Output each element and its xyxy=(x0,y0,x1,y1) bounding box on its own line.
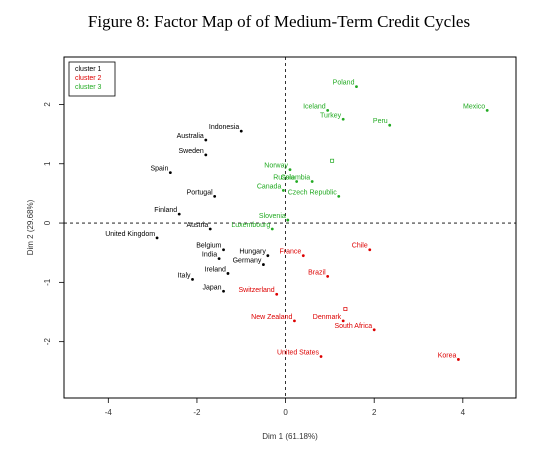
legend-entry: cluster 3 xyxy=(75,84,102,91)
point-label: Switzerland xyxy=(239,287,275,294)
point-label: Canada xyxy=(257,183,282,190)
data-point xyxy=(310,180,314,183)
data-point xyxy=(355,85,358,89)
point-label: India xyxy=(202,252,217,259)
point-label: Portugal xyxy=(187,189,214,196)
y-axis-title: Dim 2 (29.68%) xyxy=(26,199,35,255)
data-point xyxy=(275,292,279,296)
data-point xyxy=(281,189,285,192)
legend-box xyxy=(68,61,116,97)
x-axis-title: Dim 1 (61.18%) xyxy=(262,432,318,441)
data-point xyxy=(270,227,274,231)
data-point xyxy=(204,153,208,157)
data-point xyxy=(177,212,181,216)
point-label: Hungary xyxy=(239,249,266,256)
point-label: Belgium xyxy=(196,243,221,250)
point-label: Korea xyxy=(438,352,457,359)
data-point xyxy=(456,358,460,361)
data-point xyxy=(226,272,230,275)
data-point xyxy=(262,263,265,266)
x-tick-label: -2 xyxy=(193,408,201,417)
data-point xyxy=(266,254,270,258)
point-label: Brazil xyxy=(308,269,326,276)
data-point xyxy=(372,328,376,332)
point-label: Italy xyxy=(178,272,191,279)
point-label: Poland xyxy=(333,80,355,87)
data-point xyxy=(368,248,372,252)
data-point-square xyxy=(343,307,348,311)
point-label: Colombia xyxy=(281,175,311,182)
point-label: Ireland xyxy=(205,266,227,273)
point-label: Denmark xyxy=(313,314,342,321)
point-label: Mexico xyxy=(463,103,485,110)
data-point xyxy=(295,180,299,183)
data-point xyxy=(155,236,159,240)
data-point-square xyxy=(330,158,335,163)
point-label: Czech Republic xyxy=(288,189,338,196)
point-label: South Africa xyxy=(334,323,372,330)
x-tick-label: 4 xyxy=(461,408,466,417)
point-label: Indonesia xyxy=(209,124,239,131)
data-point xyxy=(222,248,225,252)
point-label: Chile xyxy=(352,243,368,250)
data-point xyxy=(337,194,341,198)
data-point xyxy=(213,194,217,198)
point-label: Germany xyxy=(233,258,262,265)
point-label: Peru xyxy=(373,118,388,125)
point-label: Luxembourg xyxy=(231,222,270,229)
y-tick-label: -2 xyxy=(43,338,52,346)
legend-entry: cluster 1 xyxy=(75,66,102,73)
point-label: Australia xyxy=(177,133,204,140)
plot-frame xyxy=(63,56,517,399)
point-label: United Kingdom xyxy=(105,231,155,238)
point-label: Spain xyxy=(150,166,168,173)
data-point xyxy=(239,129,243,133)
data-point xyxy=(168,171,172,175)
point-label: Turkey xyxy=(320,112,342,119)
x-tick-label: 2 xyxy=(372,408,377,417)
figure-title: Figure 8: Factor Map of of Medium-Term C… xyxy=(87,12,471,31)
y-tick-label: -1 xyxy=(43,278,52,286)
data-point xyxy=(191,277,194,281)
y-tick-label: 0 xyxy=(43,220,52,225)
data-point xyxy=(293,319,296,323)
data-point xyxy=(326,108,330,112)
data-point xyxy=(485,108,489,112)
legend-entry: cluster 2 xyxy=(75,75,102,82)
point-label: Iceland xyxy=(303,103,326,110)
data-point xyxy=(319,355,323,358)
point-label: United States xyxy=(277,349,320,356)
y-tick-label: 2 xyxy=(43,102,52,107)
point-label: France xyxy=(279,249,301,256)
data-point xyxy=(222,289,225,293)
x-tick-label: -4 xyxy=(105,408,113,417)
data-point xyxy=(341,319,345,323)
data-point xyxy=(326,275,330,278)
point-label: Russia xyxy=(273,175,295,182)
point-label: Slovenia xyxy=(259,213,286,220)
data-point xyxy=(341,117,345,121)
data-point xyxy=(217,257,221,261)
point-label: Austria xyxy=(186,222,208,229)
data-point xyxy=(288,168,292,172)
point-label: Finland xyxy=(154,207,177,214)
point-label: Japan xyxy=(202,284,221,291)
x-tick-label: 0 xyxy=(283,408,288,417)
point-label: New Zealand xyxy=(251,314,292,321)
data-point xyxy=(204,138,208,142)
y-tick-label: 1 xyxy=(43,161,52,166)
data-point xyxy=(301,254,305,258)
point-label: Sweden xyxy=(179,148,204,155)
data-point xyxy=(208,227,212,231)
data-point xyxy=(388,123,392,127)
point-label: Norway xyxy=(264,163,288,170)
data-point xyxy=(286,218,290,222)
